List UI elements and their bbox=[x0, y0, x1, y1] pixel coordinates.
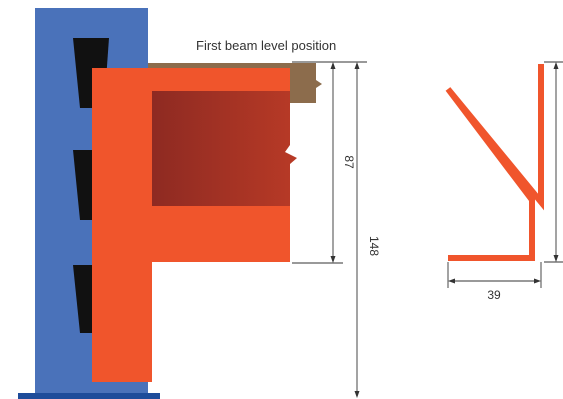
dimension-148-label: 148 bbox=[367, 236, 381, 256]
beam-profile-outline bbox=[445, 64, 544, 261]
dimension-39-label: 39 bbox=[487, 288, 501, 302]
dimension-87-label: 87 bbox=[342, 155, 356, 169]
beam-connector-bracket bbox=[92, 68, 290, 382]
dimension-lines bbox=[292, 61, 367, 394]
beam-profile-section: 39 bbox=[445, 61, 563, 302]
dimension-arrows bbox=[330, 62, 360, 398]
first-beam-level-label: First beam level position bbox=[196, 38, 336, 53]
beam-face bbox=[152, 91, 297, 206]
upright-base bbox=[18, 393, 160, 399]
